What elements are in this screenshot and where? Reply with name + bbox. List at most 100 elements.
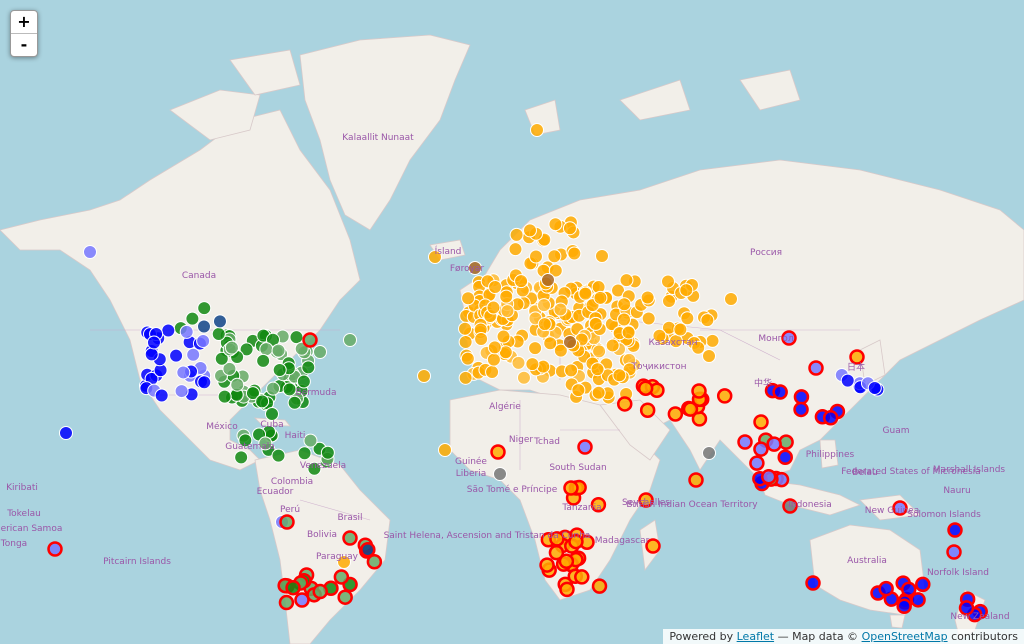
map-marker[interactable] [439,444,452,457]
map-marker[interactable] [568,247,581,260]
zoom-in-button[interactable]: + [11,11,37,34]
map-marker[interactable] [186,312,199,325]
map-marker[interactable] [314,585,327,598]
map-marker[interactable] [542,274,555,287]
map-marker[interactable] [515,275,528,288]
map-marker[interactable] [841,374,854,387]
map-marker[interactable] [180,325,193,338]
map-marker[interactable] [145,348,158,361]
map-marker[interactable] [461,352,474,365]
map-marker[interactable] [459,371,472,384]
map-marker[interactable] [661,275,674,288]
map-marker[interactable] [755,416,768,429]
map-marker[interactable] [459,335,472,348]
map-marker[interactable] [290,331,303,344]
map-marker[interactable] [824,411,837,424]
map-marker[interactable] [494,468,507,481]
map-marker[interactable] [880,582,893,595]
map-marker[interactable] [302,361,315,374]
map-marker[interactable] [257,354,270,367]
map-marker[interactable] [344,532,357,545]
map-marker[interactable] [662,295,675,308]
map-marker[interactable] [175,385,188,398]
map-marker[interactable] [669,407,682,420]
map-marker[interactable] [198,302,211,315]
map-marker[interactable] [84,246,97,259]
map-marker[interactable] [548,250,561,263]
map-marker[interactable] [538,299,551,312]
map-marker[interactable] [620,274,633,287]
map-marker[interactable] [948,546,961,559]
map-marker[interactable] [475,332,488,345]
map-marker[interactable] [335,570,348,583]
map-marker[interactable] [684,403,697,416]
map-marker[interactable] [304,434,317,447]
map-marker[interactable] [795,390,808,403]
map-marker[interactable] [754,443,767,456]
map-marker[interactable] [916,578,929,591]
map-marker[interactable] [266,408,279,421]
map-marker[interactable] [544,337,557,350]
map-marker[interactable] [618,397,631,410]
map-marker[interactable] [298,447,311,460]
map-marker[interactable] [418,370,431,383]
map-marker[interactable] [613,369,626,382]
map-marker[interactable] [725,293,738,306]
map-marker[interactable] [314,346,327,359]
map-marker[interactable] [260,343,273,356]
map-marker[interactable] [564,482,577,495]
map-marker[interactable] [541,559,554,572]
map-marker[interactable] [529,342,542,355]
map-marker[interactable] [489,281,502,294]
map-marker[interactable] [565,364,578,377]
map-marker[interactable] [321,446,334,459]
map-marker[interactable] [361,543,374,556]
leaflet-link[interactable]: Leaflet [737,630,774,643]
map-marker[interactable] [779,451,792,464]
map-marker[interactable] [560,583,573,596]
map-marker[interactable] [492,446,505,459]
map-marker[interactable] [618,298,631,311]
map-marker[interactable] [739,436,752,449]
map-marker[interactable] [510,228,523,241]
map-marker[interactable] [575,570,588,583]
map-marker[interactable] [589,317,602,330]
map-marker[interactable] [592,386,605,399]
map-marker[interactable] [235,451,248,464]
map-marker[interactable] [549,218,562,231]
map-marker[interactable] [501,305,514,318]
map-marker[interactable] [497,330,510,343]
map-marker[interactable] [690,474,703,487]
map-marker[interactable] [681,312,694,325]
map-marker[interactable] [795,403,808,416]
map-marker[interactable] [642,312,655,325]
map-marker[interactable] [267,382,280,395]
map-marker[interactable] [177,366,190,379]
map-marker[interactable] [304,334,317,347]
map-marker[interactable] [288,396,301,409]
osm-link[interactable]: OpenStreetMap [862,630,948,643]
map-marker[interactable] [641,291,654,304]
map-marker[interactable] [487,353,500,366]
map-marker[interactable] [272,344,285,357]
map-marker[interactable] [487,301,500,314]
map-marker[interactable] [622,326,635,339]
map-marker[interactable] [500,290,513,303]
map-marker[interactable] [703,447,716,460]
map-marker[interactable] [287,581,300,594]
map-marker[interactable] [810,362,823,375]
map-marker[interactable] [256,395,269,408]
map-marker[interactable] [280,596,293,609]
map-marker[interactable] [218,390,231,403]
map-marker[interactable] [486,366,499,379]
map-marker[interactable] [517,371,530,384]
map-marker[interactable] [594,291,607,304]
map-marker[interactable] [596,250,609,263]
map-marker[interactable] [563,222,576,235]
map-marker[interactable] [273,363,286,376]
map-marker[interactable] [750,457,763,470]
map-marker[interactable] [641,404,654,417]
map-marker[interactable] [212,328,225,341]
